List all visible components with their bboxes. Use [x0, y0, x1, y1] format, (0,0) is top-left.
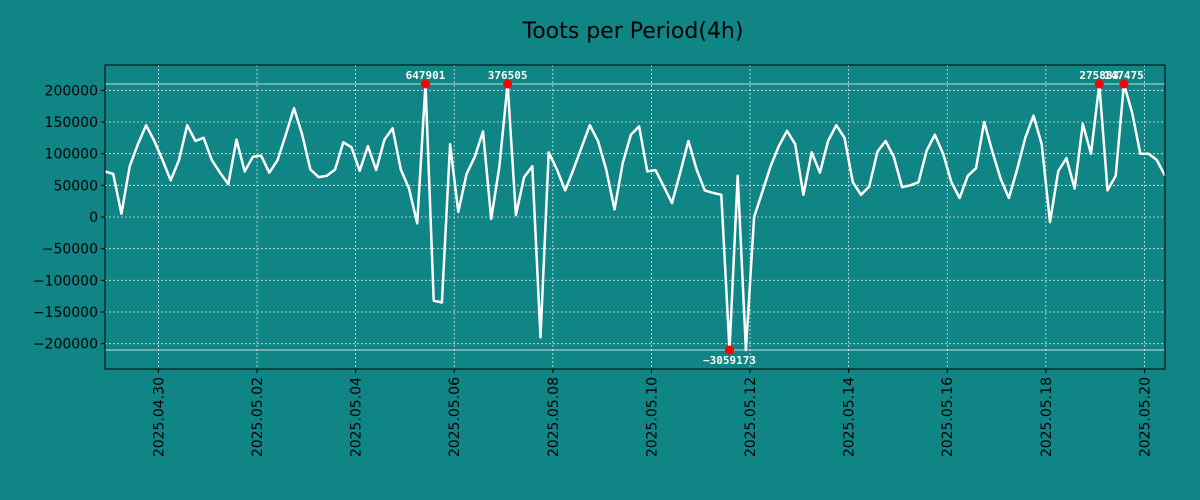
annotation-label: −3059173: [703, 354, 756, 367]
annotation-label: 376505: [488, 69, 528, 82]
annotation-marker: [1094, 79, 1104, 89]
clip-lines: [105, 83, 1165, 351]
x-tick-label: 2025.05.10: [644, 377, 660, 457]
series-toots: [104, 82, 1167, 352]
x-tick-label: 2025.05.12: [743, 377, 759, 457]
y-tick-label: 50000: [53, 178, 98, 194]
x-axis-ticks: 2025.04.30 2025.05.02 2025.05.04 2025.05.06…: [151, 369, 1153, 457]
x-tick-label: 2025.04.30: [151, 377, 167, 457]
y-tick-label: 200000: [45, 83, 98, 99]
y-tick-label: −50000: [42, 242, 98, 258]
x-tick-label: 2025.05.06: [447, 377, 463, 457]
annotation-label: 147475: [1104, 69, 1144, 82]
x-tick-label: 2025.05.18: [1039, 377, 1055, 457]
y-tick-label: 100000: [45, 147, 98, 163]
x-tick-label: 2025.05.08: [546, 377, 562, 457]
x-tick-label: 2025.05.04: [349, 377, 365, 457]
annotation-markers: [420, 79, 1129, 355]
plot-frame: [104, 64, 1166, 370]
x-tick-label: 2025.05.16: [940, 377, 956, 457]
series-line: [104, 82, 1167, 352]
grid: [105, 65, 1165, 369]
x-tick-label: 2025.05.02: [250, 377, 266, 457]
annotation-marker: [420, 79, 430, 89]
annotation-label: 647901: [406, 69, 446, 82]
annotation-label: 275883: [1079, 69, 1119, 82]
x-tick-label: 2025.05.14: [842, 377, 858, 457]
y-tick-label: 150000: [45, 115, 98, 131]
y-tick-label: −150000: [33, 305, 98, 321]
y-tick-label: 0: [89, 210, 98, 226]
annotation-marker: [1119, 79, 1129, 89]
y-tick-label: −100000: [33, 273, 98, 289]
annotation-marker: [503, 79, 513, 89]
chart-title: Toots per Period(4h): [522, 19, 744, 44]
y-axis-ticks: −200000 −150000 −100000 −50000 0 50000 100000 1…: [33, 83, 105, 353]
annotation-marker: [724, 345, 734, 355]
x-tick-label: 2025.05.20: [1137, 377, 1153, 457]
y-tick-label: −200000: [33, 337, 98, 353]
